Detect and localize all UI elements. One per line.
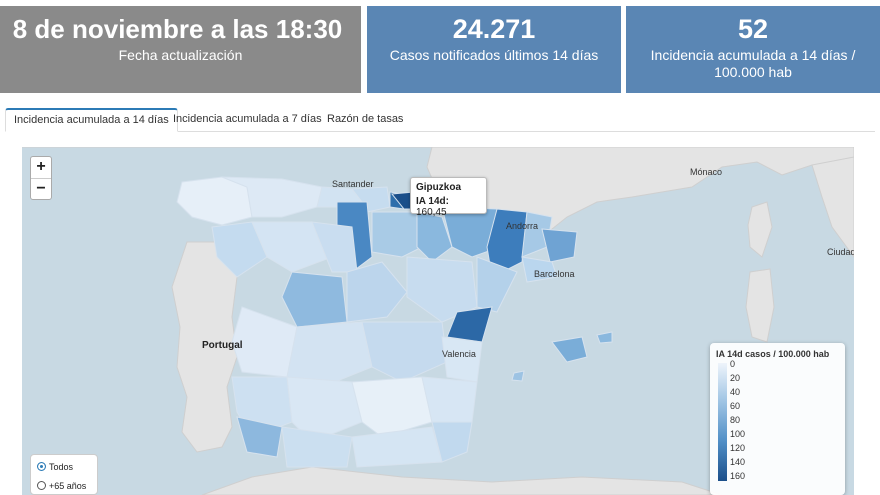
tooltip-metric-label: IA 14d: [416,196,449,207]
zoom-control: + − [30,156,52,200]
zoom-in-button[interactable]: + [36,158,46,175]
radio-mas-65-dot[interactable] [37,481,46,490]
legend-tick-20: 20 [730,373,741,383]
tab-ia-7d[interactable]: Incidencia acumulada a 7 días [173,113,322,125]
tooltip-metric-value: 160,45 [416,207,447,218]
update-date: 8 de noviembre a las 18:30 [12,14,343,44]
radio-todos-label: Todos [49,462,74,472]
tab-razon-tasas[interactable]: Razón de tasas [327,113,404,125]
spain-provinces [176,176,578,468]
zoom-out-button[interactable]: − [31,178,51,199]
map-legend: IA 14d casos / 100.000 hab 0 20 40 60 80… [710,343,845,495]
incidence-card: 52 Incidencia acumulada a 14 días / 100.… [626,6,880,93]
africa-land [201,466,723,495]
tab-bar: Incidencia acumulada a 14 días Incidenci… [5,108,875,132]
incidence-value: 52 [737,14,769,44]
italy-land [811,156,854,258]
portugal-land [171,241,238,453]
legend-tick-80: 80 [730,415,741,425]
tooltip-metric: IA 14d: 160,45 [416,196,481,218]
map-label-portugal: Portugal [202,340,243,351]
legend-tick-60: 60 [730,401,741,411]
map-label-ciudad: Ciudad [827,247,854,257]
map-label-andorra: Andorra [506,221,539,231]
sardinia-land [745,268,775,343]
summary-cards: 8 de noviembre a las 18:30 Fecha actuali… [0,0,880,98]
balearic-menorca [596,331,613,344]
incidence-label: Incidencia acumulada a 14 días / 100.000… [650,47,856,80]
cases-value: 24.271 [452,14,536,44]
radio-mas-65-label: +65 años [49,481,87,491]
legend-color-bar [718,363,727,481]
radio-mas-65[interactable]: +65 años [37,479,86,493]
radio-todos[interactable]: Todos [37,460,73,474]
map-label-valencia: Valencia [442,349,476,359]
map-label-barcelona: Barcelona [534,269,575,279]
legend-title: IA 14d casos / 100.000 hab [716,349,830,359]
cases-label: Casos notificados últimos 14 días [389,47,599,63]
map-label-monaco: Mónaco [690,167,723,177]
update-label: Fecha actualización [118,47,243,63]
legend-tick-120: 120 [730,443,746,453]
map-tooltip: Gipuzkoa IA 14d: 160,45 [410,177,487,218]
corsica-land [747,201,773,258]
population-filter: Todos +65 años [30,454,98,495]
update-card: 8 de noviembre a las 18:30 Fecha actuali… [0,6,361,93]
legend-tick-140: 140 [730,457,746,467]
legend-tick-0: 0 [730,359,736,369]
balearic-ibiza [511,370,525,382]
tab-ia-14d[interactable]: Incidencia acumulada a 14 días [5,108,178,132]
map-canvas [22,147,854,495]
legend-tick-100: 100 [730,429,746,439]
radio-todos-dot[interactable] [37,462,46,471]
legend-tick-40: 40 [730,387,741,397]
cases-card: 24.271 Casos notificados últimos 14 días [367,6,621,93]
legend-tick-160: 160 [730,471,746,481]
tooltip-region: Gipuzkoa [416,182,462,193]
balearic-mallorca [551,336,588,363]
choropleth-map[interactable]: Santander Mónaco Portugal Andorra Ciudad… [22,147,854,495]
map-label-santander: Santander [332,179,374,189]
